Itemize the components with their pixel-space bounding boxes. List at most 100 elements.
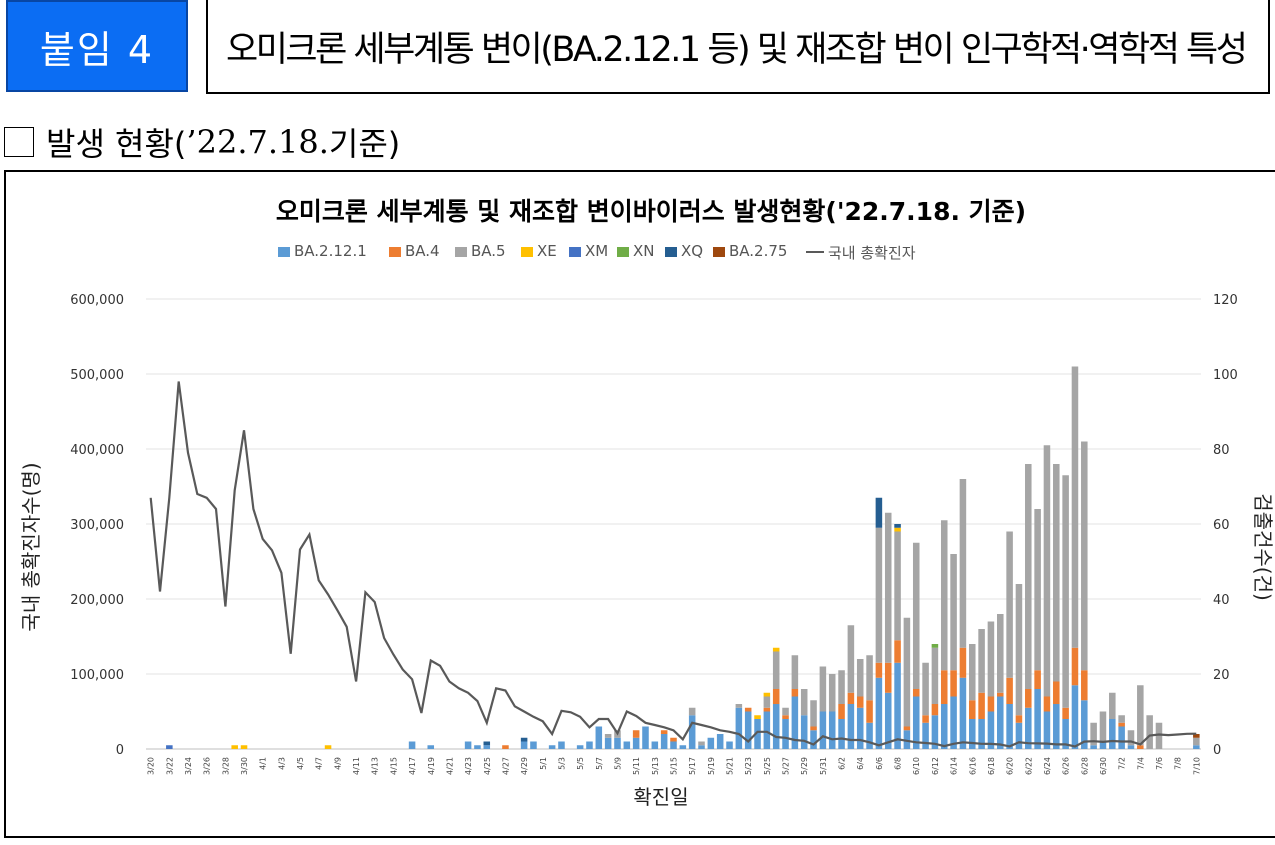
legend-swatch xyxy=(713,247,725,257)
bar-segment xyxy=(987,696,995,712)
bar-segment xyxy=(810,730,817,749)
x-tick-label: 5/1 xyxy=(539,757,548,770)
bar-segment xyxy=(912,689,920,697)
bar-segment xyxy=(791,696,799,749)
x-tick-label: 6/8 xyxy=(894,757,903,770)
bar-segment xyxy=(838,704,845,719)
x-tick-label: 3/22 xyxy=(165,757,174,775)
bar-segment xyxy=(940,670,948,704)
bar-segment xyxy=(679,745,687,749)
y-right-tick-label: 60 xyxy=(1213,518,1230,533)
bar-segment xyxy=(1118,726,1125,749)
bar-segment xyxy=(791,689,799,697)
bar-segment xyxy=(847,625,855,693)
bar-segment xyxy=(1193,737,1200,746)
bar-segment xyxy=(502,745,509,749)
x-tick-label: 6/20 xyxy=(1006,757,1015,775)
bar-segment xyxy=(474,745,481,749)
bar-segment xyxy=(754,715,761,719)
x-tick-label: 6/18 xyxy=(987,757,996,775)
chart-line-group xyxy=(149,381,1197,748)
bar-segment xyxy=(660,730,668,734)
x-tick-label: 6/4 xyxy=(856,757,865,770)
bar-segment xyxy=(586,741,593,749)
bar-segment xyxy=(1137,685,1144,746)
bar-segment xyxy=(912,542,920,689)
x-tick-label: 4/13 xyxy=(371,757,380,775)
legend-label: XE xyxy=(537,242,557,260)
bar-segment xyxy=(875,497,883,528)
x-tick-label: 6/24 xyxy=(1043,757,1052,775)
bar-segment xyxy=(735,707,743,749)
bar-segment xyxy=(530,741,537,749)
bar-segment xyxy=(698,741,705,746)
bar-segment xyxy=(744,707,752,712)
bar-segment xyxy=(698,745,705,749)
bar-segment xyxy=(763,711,771,749)
bar-segment xyxy=(231,745,238,749)
x-tick-label: 5/15 xyxy=(670,757,679,775)
x-tick-label: 5/19 xyxy=(707,757,716,775)
x-tick-label: 4/21 xyxy=(445,757,454,775)
legend-label: XN xyxy=(633,242,655,260)
checkbox-square-icon xyxy=(4,127,34,157)
page-title: 오미크론 세부계통 변이(BA.2.12.1 등) 및 재조합 변이 인구학적·… xyxy=(206,0,1270,94)
bar-segment xyxy=(978,629,985,693)
bar-segment xyxy=(744,711,752,749)
bar-segment xyxy=(987,711,995,749)
y-right-tick-label: 40 xyxy=(1213,593,1230,608)
bar-segment xyxy=(1015,715,1023,723)
bar-segment xyxy=(1090,722,1097,746)
x-tick-label: 5/9 xyxy=(613,757,622,770)
legend-label: 국내 총확진자 xyxy=(828,244,916,262)
x-tick-label: 5/25 xyxy=(763,757,772,775)
bar-segment xyxy=(660,734,668,749)
bar-segment xyxy=(632,737,640,749)
bar-segment xyxy=(1025,689,1032,708)
bar-segment xyxy=(1099,741,1107,749)
bar-segment xyxy=(763,707,771,712)
bar-segment xyxy=(968,719,976,749)
bar-segment xyxy=(707,737,715,749)
bar-segment xyxy=(520,741,528,749)
y-right-tick-label: 80 xyxy=(1213,443,1230,458)
bar-segment xyxy=(968,700,976,719)
bar-segment xyxy=(959,677,967,749)
y-right-tick-label: 100 xyxy=(1213,368,1238,383)
x-tick-label: 5/27 xyxy=(782,757,791,775)
bar-segment xyxy=(810,700,817,727)
x-tick-label: 5/3 xyxy=(557,757,566,770)
bar-segment xyxy=(688,715,696,749)
bar-segment xyxy=(819,666,827,712)
legend-swatch xyxy=(569,247,581,257)
x-tick-label: 5/13 xyxy=(651,757,660,775)
bar-segment xyxy=(791,655,799,689)
bar-segment xyxy=(735,704,743,708)
x-tick-label: 7/8 xyxy=(1174,757,1183,770)
x-tick-label: 6/28 xyxy=(1080,757,1089,775)
y-left-tick-label: 500,000 xyxy=(70,368,124,383)
bar-segment xyxy=(875,527,883,663)
bar-segment xyxy=(1015,584,1023,716)
bar-segment xyxy=(1053,464,1060,682)
bar-segment xyxy=(772,647,780,652)
bar-segment xyxy=(595,726,603,749)
bar-segment xyxy=(931,647,939,704)
bar-segment xyxy=(604,734,612,738)
bar-segment xyxy=(1137,745,1144,749)
x-tick-label: 6/16 xyxy=(968,757,977,775)
legend-swatch xyxy=(617,247,629,257)
bar-segment xyxy=(1109,719,1116,749)
legend-label: BA.4 xyxy=(405,242,440,260)
y-left-tick-label: 100,000 xyxy=(70,668,124,683)
bar-segment xyxy=(866,722,873,749)
bar-segment xyxy=(166,745,173,749)
bar-segment xyxy=(856,707,864,749)
y-left-tick-label: 300,000 xyxy=(70,518,124,533)
bar-segment xyxy=(1006,531,1013,678)
x-tick-label: 4/1 xyxy=(259,757,268,770)
bar-segment xyxy=(324,745,332,749)
x-tick-label: 3/30 xyxy=(240,757,249,775)
bar-segment xyxy=(903,726,911,731)
bar-segment xyxy=(987,621,995,697)
